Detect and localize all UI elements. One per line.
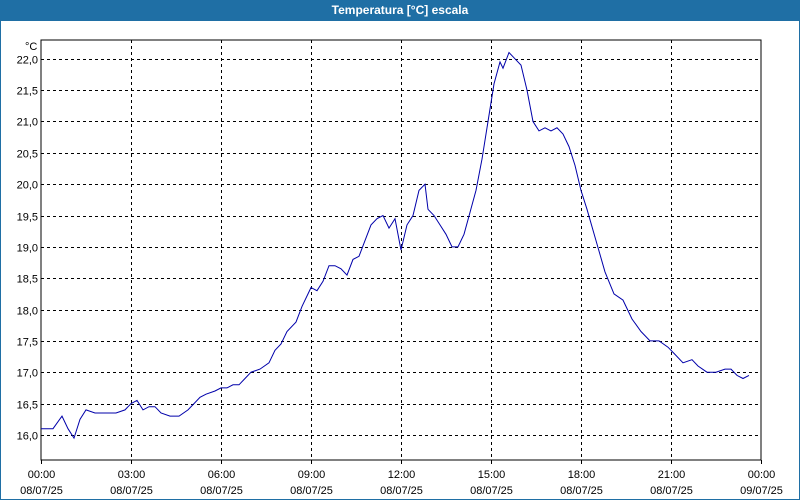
x-tick-time: 18:00	[568, 469, 596, 481]
x-tick-time: 00:00	[28, 469, 56, 481]
series-line	[41, 51, 750, 440]
y-tick-label: 17,5	[17, 337, 38, 349]
x-tick-date: 09/07/25	[740, 485, 783, 497]
x-tick-time: 12:00	[388, 469, 416, 481]
x-tick-date: 08/07/25	[650, 485, 693, 497]
x-tick-time: 15:00	[478, 469, 506, 481]
y-axis-label: °C	[25, 41, 37, 53]
x-tick-time: 00:00	[748, 469, 776, 481]
y-tick-label: 22,0	[17, 55, 38, 67]
y-tick-label: 16,5	[17, 400, 38, 412]
y-tick-label: 20,0	[17, 180, 38, 192]
x-tick-time: 06:00	[208, 469, 236, 481]
x-tick-date: 08/07/25	[110, 485, 153, 497]
y-axis: 16,0 16,5 17,0 17,5 18,0 18,5 19,0 19,5 20,0 20,5…	[17, 55, 38, 443]
window-title: Temperatura [°C] escala	[1, 0, 799, 21]
x-tick-date: 08/07/25	[380, 485, 423, 497]
y-tick-label: 18,5	[17, 274, 38, 286]
x-tick-date: 08/07/25	[200, 485, 243, 497]
x-tick-date: 08/07/25	[560, 485, 603, 497]
x-tick-date: 08/07/25	[20, 485, 63, 497]
y-tick-label: 17,0	[17, 368, 38, 380]
y-tick-label: 20,5	[17, 149, 38, 161]
x-tick-time: 09:00	[298, 469, 326, 481]
y-tick-label: 21,5	[17, 86, 38, 98]
x-axis: 00:00 08/07/25 03:00 08/07/25 06:00 08/07/25 0…	[20, 460, 783, 497]
y-tick-label: 21,0	[17, 117, 38, 129]
x-tick-time: 21:00	[658, 469, 686, 481]
x-tick-date: 08/07/25	[290, 485, 333, 497]
y-tick-label: 18,0	[17, 306, 38, 318]
x-tick-date: 08/07/25	[470, 485, 513, 497]
y-tick-label: 19,5	[17, 212, 38, 224]
y-tick-label: 19,0	[17, 243, 38, 255]
x-tick-time: 03:00	[118, 469, 146, 481]
y-tick-label: 16,0	[17, 431, 38, 443]
